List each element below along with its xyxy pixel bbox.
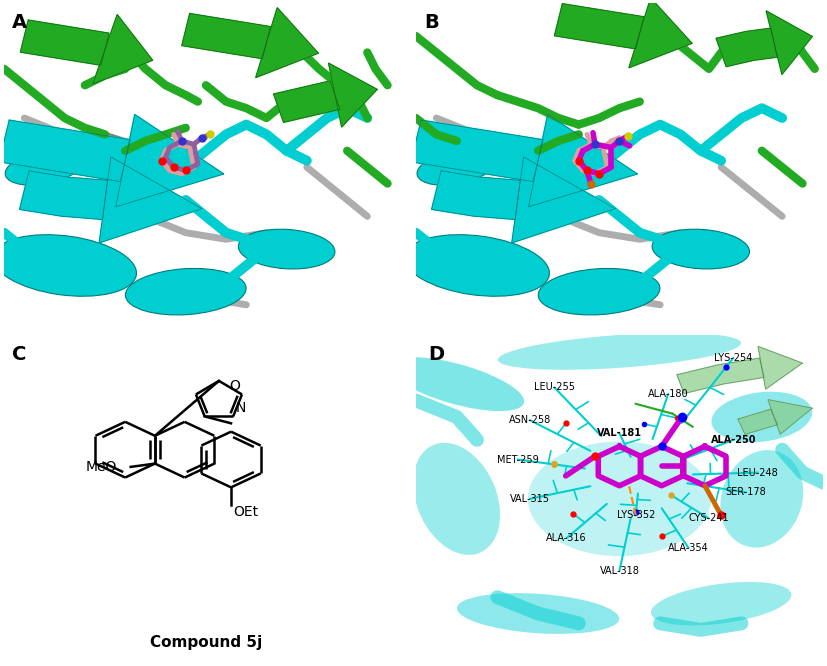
Ellipse shape <box>5 149 84 185</box>
Text: ALA-354: ALA-354 <box>668 543 709 553</box>
Ellipse shape <box>0 234 136 296</box>
Text: ASN-258: ASN-258 <box>509 415 551 425</box>
Text: A: A <box>12 13 27 32</box>
Polygon shape <box>758 346 802 389</box>
Ellipse shape <box>414 443 500 555</box>
Text: VAL-318: VAL-318 <box>600 566 639 576</box>
Text: LEU-255: LEU-255 <box>533 382 575 392</box>
Text: N: N <box>235 401 246 415</box>
Text: SER-178: SER-178 <box>725 488 766 498</box>
Polygon shape <box>21 20 109 65</box>
Polygon shape <box>716 28 777 67</box>
Ellipse shape <box>126 268 246 315</box>
Text: Compound 5j: Compound 5j <box>150 635 262 649</box>
Ellipse shape <box>404 234 549 296</box>
Text: ALA-316: ALA-316 <box>546 533 587 543</box>
Polygon shape <box>256 8 318 78</box>
Text: ALA-180: ALA-180 <box>648 389 689 399</box>
Polygon shape <box>20 170 108 220</box>
Ellipse shape <box>711 392 812 442</box>
Polygon shape <box>411 120 543 182</box>
Polygon shape <box>99 157 202 243</box>
Ellipse shape <box>528 442 711 556</box>
Polygon shape <box>0 120 131 182</box>
Polygon shape <box>766 11 812 75</box>
Polygon shape <box>629 0 692 68</box>
Text: CYS-241: CYS-241 <box>689 513 729 523</box>
Polygon shape <box>182 13 270 59</box>
Polygon shape <box>93 15 153 84</box>
Ellipse shape <box>498 333 741 370</box>
Ellipse shape <box>720 450 803 547</box>
Ellipse shape <box>417 149 496 185</box>
Polygon shape <box>512 157 615 243</box>
Text: OEt: OEt <box>233 505 258 519</box>
Text: LYS-352: LYS-352 <box>616 510 655 520</box>
Ellipse shape <box>457 593 619 634</box>
Ellipse shape <box>653 229 749 269</box>
Text: LYS-254: LYS-254 <box>715 353 753 363</box>
Text: LEU-248: LEU-248 <box>738 468 778 478</box>
Text: VAL-181: VAL-181 <box>597 428 642 438</box>
Ellipse shape <box>651 582 791 625</box>
Text: D: D <box>428 345 444 364</box>
Ellipse shape <box>390 357 524 411</box>
Ellipse shape <box>538 268 660 315</box>
Text: MeO: MeO <box>85 460 117 474</box>
Text: C: C <box>12 345 26 364</box>
Text: B: B <box>424 13 439 32</box>
Polygon shape <box>274 81 340 123</box>
Text: VAL-315: VAL-315 <box>510 494 550 504</box>
Polygon shape <box>738 409 777 434</box>
Text: ALA-250: ALA-250 <box>710 435 756 445</box>
Polygon shape <box>554 3 643 49</box>
Polygon shape <box>432 170 520 220</box>
Polygon shape <box>116 115 224 207</box>
Polygon shape <box>528 115 638 207</box>
Polygon shape <box>677 358 764 394</box>
Text: O: O <box>229 379 240 393</box>
Polygon shape <box>768 400 812 434</box>
Polygon shape <box>328 63 377 127</box>
Ellipse shape <box>238 229 335 269</box>
Text: MET-259: MET-259 <box>497 454 538 464</box>
